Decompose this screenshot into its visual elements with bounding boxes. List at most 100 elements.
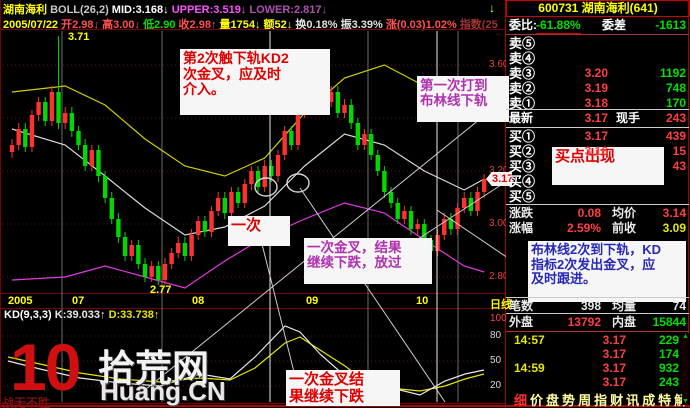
- sell-label: 卖④: [509, 51, 536, 66]
- candle-body: [388, 192, 394, 203]
- x-axis-label: 07: [72, 295, 85, 307]
- sell-volume: 170: [665, 96, 686, 110]
- trend-line: [299, 187, 446, 403]
- scroll-up-icon[interactable]: ▲: [682, 333, 689, 340]
- scroll-down-icon[interactable]: ▼: [682, 398, 689, 405]
- sell-label: 卖②: [509, 81, 536, 96]
- ohlc-readout: 2005/07/22 开2.98↓ 高3.00↓ 低2.90 收2.98↑ 量1…: [3, 16, 503, 32]
- candle-body: [102, 176, 108, 198]
- candle-body: [69, 113, 75, 131]
- ohlc-segment: 振3.39%: [340, 19, 386, 31]
- candle-body: [29, 115, 35, 147]
- info-label-2: 均量: [612, 299, 637, 313]
- panel-divider: [506, 127, 689, 128]
- stock-code-banner[interactable]: 600731 湖南海利(641): [506, 0, 690, 17]
- panel-divider: [506, 331, 689, 332]
- indicator-segment: 湖南海利: [3, 4, 51, 16]
- candle-body: [329, 92, 334, 102]
- panel-tab-盘[interactable]: 盘: [546, 393, 560, 408]
- sell-row[interactable]: 卖① 3.18 170: [506, 96, 689, 111]
- hand-value: 243: [665, 111, 686, 125]
- panel-tab-讯[interactable]: 讯: [626, 393, 640, 408]
- panel-divider: [506, 204, 689, 205]
- panel-tab-财[interactable]: 财: [610, 393, 624, 408]
- candle-body: [136, 245, 141, 264]
- highlight-circle: [286, 173, 310, 193]
- sell-row[interactable]: 卖④: [506, 51, 689, 66]
- candle-body: [16, 129, 21, 145]
- tape-row[interactable]: 14:59 3.17 932: [506, 361, 689, 376]
- buy-row[interactable]: 买⑤: [506, 189, 689, 204]
- info-label-2: 均价: [612, 206, 637, 220]
- sell-volume: 748: [665, 81, 686, 95]
- sell-label: 卖①: [509, 96, 536, 111]
- latest-label: 最新: [509, 111, 534, 125]
- candle-body: [96, 150, 101, 176]
- divider: [0, 29, 506, 30]
- candle-body: [368, 134, 374, 155]
- period-label[interactable]: 日线: [490, 299, 512, 311]
- weibi-row: 委比: -61.88% 委差 -1613: [506, 18, 689, 34]
- tape-scrollbar[interactable]: ▲ ▼: [682, 333, 689, 405]
- buy-row[interactable]: 买③ 43: [506, 159, 689, 174]
- info-label-2: 前收: [612, 221, 637, 235]
- candle-body: [222, 198, 227, 213]
- tape-price: 3.17: [602, 361, 626, 375]
- sell-row[interactable]: 卖③ 3.20 1192: [506, 66, 689, 81]
- buy-row[interactable]: 买② 3.16 15: [506, 144, 689, 159]
- candle-body: [202, 221, 208, 232]
- panel-divider: [506, 297, 689, 298]
- buy-row[interactable]: 买④: [506, 174, 689, 189]
- candle-body: [415, 224, 420, 229]
- buy-row[interactable]: 买① 3.17 439: [506, 129, 689, 144]
- candle-body: [76, 131, 81, 145]
- divider: [0, 293, 506, 294]
- chart-panel-divider: [505, 0, 506, 408]
- info-value-1: 398: [580, 299, 601, 313]
- annotation-golden-cross-fall: 一次金叉结 果继续下跌: [286, 370, 400, 406]
- annotation-golden-cross-skip: 一次金叉，结果 继续下跌，放过: [304, 238, 432, 284]
- panel-tab-价[interactable]: 价: [530, 393, 544, 408]
- candle-body: [355, 123, 360, 145]
- sell-row[interactable]: 卖② 3.19 748: [506, 81, 689, 96]
- candle-body: [408, 211, 414, 229]
- sell-label: 卖③: [509, 66, 536, 81]
- buy-volume: 439: [665, 129, 686, 143]
- panel-divider: [506, 109, 689, 110]
- tape-row[interactable]: 3.17 174: [506, 347, 689, 362]
- sell-row[interactable]: 卖⑤: [506, 36, 689, 51]
- candle-body: [448, 219, 454, 229]
- candle-body: [475, 192, 480, 211]
- tape-row[interactable]: 3.17 243: [506, 375, 689, 390]
- candle-body: [109, 198, 114, 219]
- panel-tab-指[interactable]: 指: [594, 393, 608, 408]
- candle-body: [189, 235, 194, 256]
- annotation-first-touch: 第一次打到 布林线下轨: [417, 76, 509, 122]
- candle-body: [275, 155, 281, 176]
- hand-label: 现手: [616, 111, 641, 125]
- price-axis-label: 3.20: [489, 165, 506, 176]
- buy-label: 买①: [509, 129, 536, 144]
- price-axis-label: 2.80: [489, 271, 506, 282]
- annotation-second-touch: 第2次触下轨KD2 次金叉，应及时 介入。: [180, 49, 330, 115]
- candle-body: [481, 179, 487, 192]
- tape-price: 3.17: [602, 375, 626, 389]
- candle-body: [162, 264, 168, 280]
- panel-tab-周[interactable]: 周: [578, 393, 592, 408]
- panel-tab-成[interactable]: 成: [642, 393, 656, 408]
- divider: [0, 403, 506, 404]
- candle-body: [169, 253, 174, 264]
- tape-row[interactable]: 14:57 3.17 229: [506, 333, 689, 348]
- candle-body: [348, 105, 354, 123]
- panel-tab-细[interactable]: 细: [514, 393, 528, 408]
- panel-tab-特[interactable]: 特: [658, 393, 672, 408]
- weibi-label: 委比:: [509, 18, 537, 32]
- candle-body: [282, 131, 287, 155]
- watermark-number: 10: [10, 330, 81, 404]
- tape-price: 3.17: [602, 347, 626, 361]
- trend-line: [436, 209, 506, 258]
- tape-volume: 229: [658, 333, 679, 347]
- candle-body: [176, 243, 181, 253]
- panel-divider: [506, 313, 689, 314]
- panel-tab-势[interactable]: 势: [562, 393, 576, 408]
